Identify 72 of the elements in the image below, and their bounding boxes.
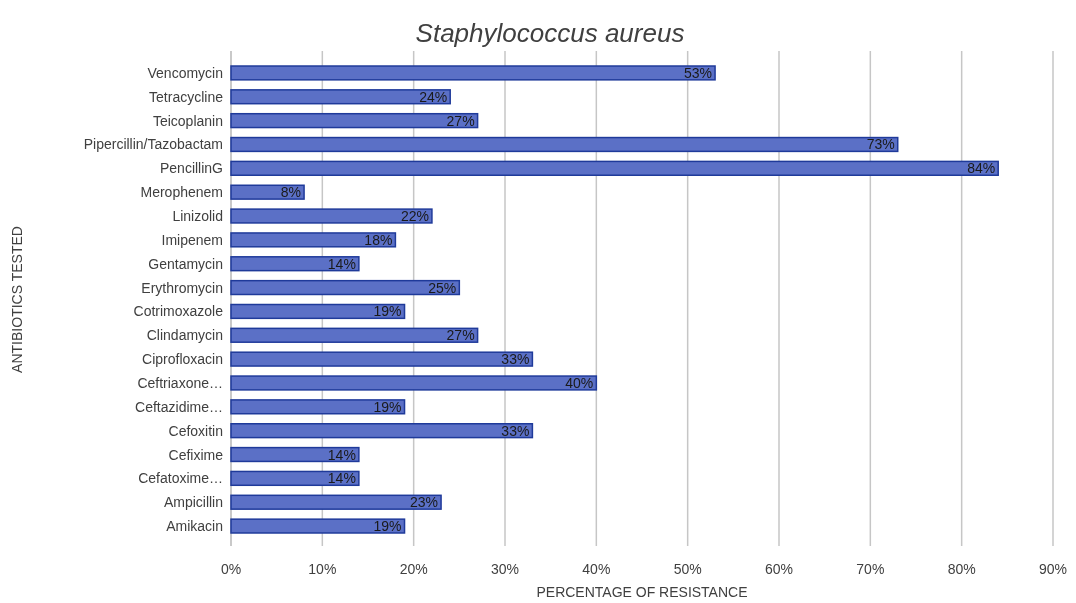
data-label: 18% [364, 231, 393, 248]
y-tick-label: Cefoxitin [168, 422, 223, 439]
bar [230, 446, 360, 463]
y-tick-label: Ciprofloxacin [142, 351, 223, 368]
data-label: 33% [501, 422, 530, 439]
data-label: 53% [684, 64, 713, 81]
bar [230, 399, 406, 415]
y-tick-label: Amikacin [166, 518, 223, 535]
bar [230, 112, 479, 129]
y-tick-label: Clindamycin [146, 327, 223, 344]
x-tick-label: 0% [220, 561, 242, 577]
data-label: 40% [565, 374, 594, 391]
bar [230, 232, 397, 248]
bar [230, 208, 433, 224]
y-tick-label: Gentamycin [148, 255, 223, 272]
x-tick-label: 90% [1038, 561, 1068, 577]
y-tick-label: Tetracycline [149, 88, 224, 105]
y-tick-label: Cefatoxime… [138, 470, 223, 487]
x-tick-label: 80% [947, 561, 976, 577]
y-tick-label: Cefixime [168, 446, 224, 463]
y-tick-label: Linizolid [172, 208, 223, 225]
bar [230, 351, 534, 367]
y-tick-label: Ceftriaxone… [137, 374, 223, 391]
y-tick-label: Imipenem [161, 231, 223, 248]
bar [230, 256, 360, 272]
x-tick-label: 70% [856, 561, 885, 577]
y-axis-title: ANTIBIOTICS TESTED [9, 226, 25, 373]
y-tick-label: Teicoplanin [152, 112, 223, 129]
data-label: 19% [373, 303, 402, 320]
y-tick-label: Merophenem [140, 184, 223, 201]
x-tick-label: 30% [490, 561, 520, 577]
data-label: 33% [501, 351, 530, 368]
bar [230, 494, 442, 510]
y-tick-label: Pipercillin/Tazobactam [83, 136, 223, 153]
bar [230, 375, 598, 391]
data-label: 14% [327, 446, 356, 463]
data-label: 19% [373, 398, 402, 415]
y-tick-label: PencillinG [159, 160, 223, 177]
y-tick-label: Erythromycin [141, 279, 223, 296]
data-label: 27% [446, 112, 475, 129]
bar [230, 89, 451, 105]
data-label: 25% [428, 279, 457, 296]
data-label: 27% [446, 327, 475, 344]
data-label: 19% [373, 518, 402, 535]
chart-title: Staphylococcus aureus [415, 18, 685, 48]
data-label: 24% [419, 88, 448, 105]
x-tick-label: 50% [673, 561, 702, 577]
bar [230, 423, 534, 439]
data-label: 22% [400, 208, 429, 225]
data-label: 23% [410, 494, 439, 511]
data-label: 84% [967, 160, 996, 177]
bar [230, 160, 999, 176]
bar [230, 279, 461, 296]
bar [230, 136, 899, 153]
x-axis-title: PERCENTAGE OF RESISTANCE [536, 584, 748, 600]
data-label: 8% [280, 184, 302, 201]
data-label: 14% [327, 255, 356, 272]
bar [230, 518, 406, 534]
data-label: 73% [866, 136, 895, 153]
y-tick-label: Vencomycin [147, 64, 223, 81]
bar [230, 470, 360, 487]
x-tick-label: 10% [308, 561, 337, 577]
x-tick-label: 20% [399, 561, 428, 577]
y-tick-label: Ceftazidime… [135, 398, 223, 415]
y-tick-label: Ampicillin [163, 494, 223, 511]
x-tick-label: 40% [582, 561, 611, 577]
bar [230, 65, 716, 81]
bar [230, 327, 479, 343]
y-tick-label: Cotrimoxazole [133, 303, 224, 320]
bar [230, 303, 406, 320]
x-tick-label: 60% [764, 561, 794, 577]
data-label: 14% [327, 470, 356, 487]
